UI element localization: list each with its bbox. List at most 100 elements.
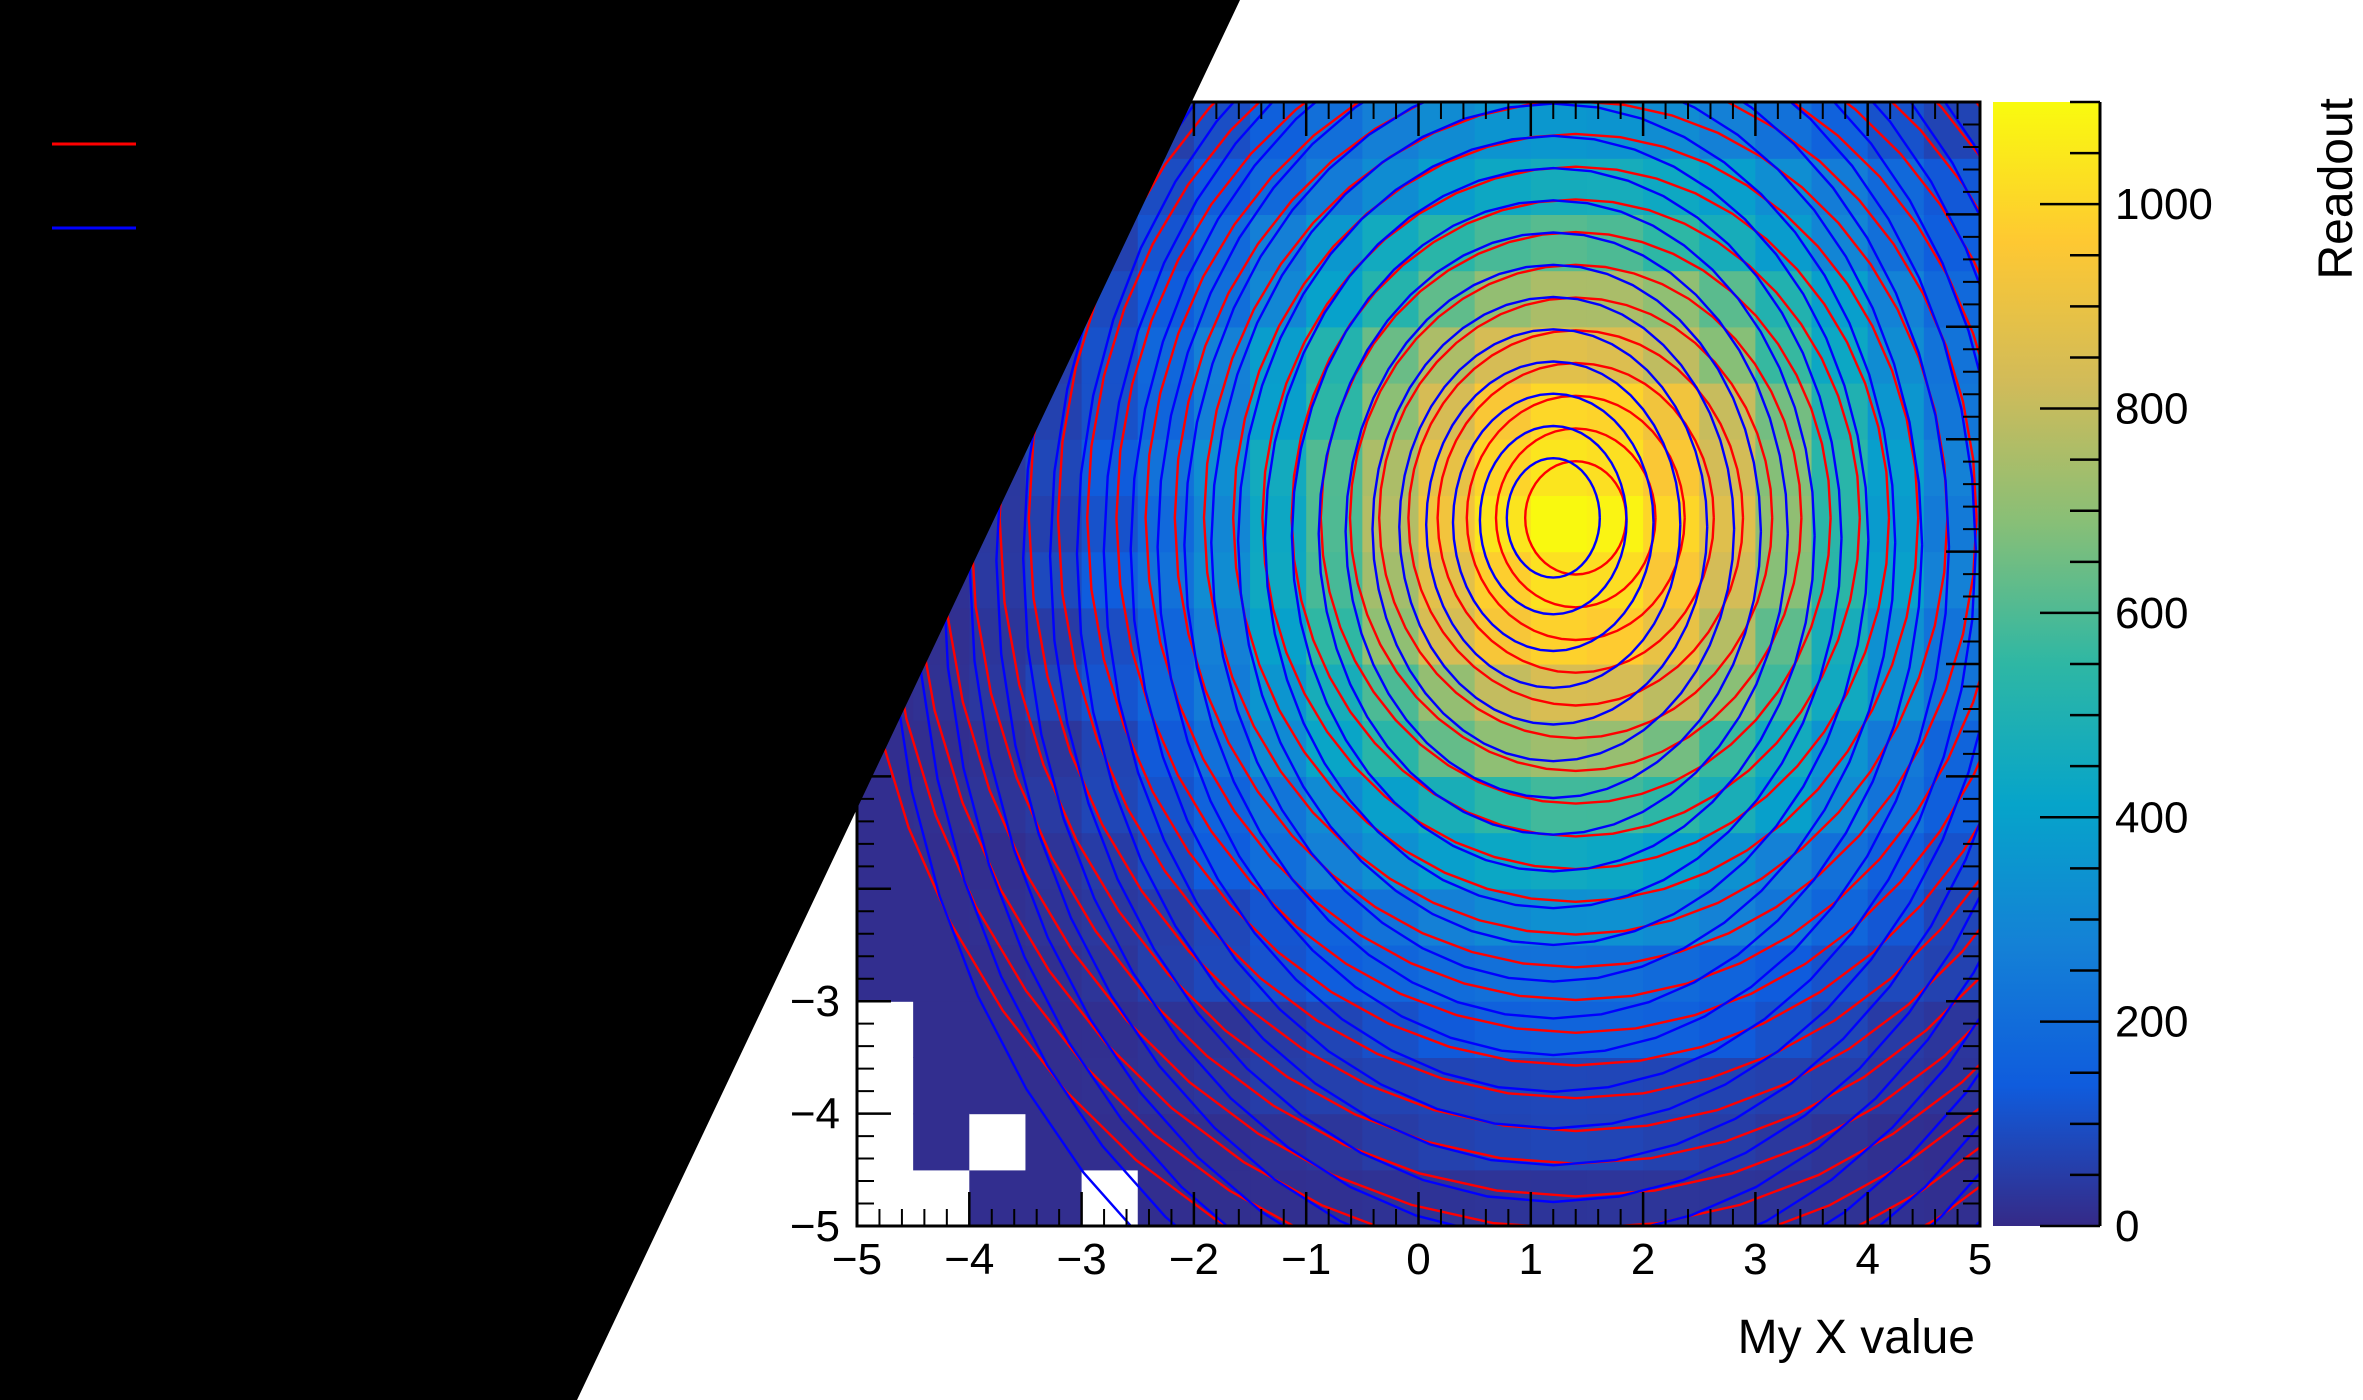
heatmap-cell — [857, 945, 914, 1002]
heatmap-cell — [1418, 720, 1476, 777]
contour-line — [1505, 456, 1601, 579]
heatmap-cell — [1867, 158, 1925, 215]
z-tick-label: 800 — [2115, 385, 2188, 434]
heatmap-cell — [1530, 102, 1588, 159]
heatmap-cell — [1025, 551, 1083, 609]
heatmap-cell — [969, 1057, 1027, 1115]
heatmap-cell — [1923, 102, 1981, 159]
x-tick-label: 2 — [1631, 1235, 1655, 1284]
heatmap-cell — [1193, 102, 1251, 159]
heatmap-cell — [1362, 214, 1420, 272]
contour-line — [1290, 198, 1861, 838]
heatmap-cell — [1306, 495, 1363, 553]
contour-line — [1263, 166, 1843, 910]
heatmap-cell — [1755, 158, 1813, 215]
heatmap-cell — [1755, 383, 1813, 440]
heatmap-cell — [1643, 832, 1700, 890]
y-tick-label: −4 — [790, 1090, 840, 1139]
heatmap-cell — [1530, 1057, 1588, 1115]
contour-line — [1494, 427, 1657, 609]
heatmap-cell — [1923, 832, 1981, 890]
contour-line — [1407, 329, 1745, 707]
x-tick-label: 1 — [1519, 1235, 1543, 1284]
heatmap-cell — [1530, 495, 1588, 553]
heatmap-cell — [1530, 551, 1588, 609]
heatmap-cell — [1643, 1113, 1700, 1171]
heatmap-cell — [1474, 439, 1532, 496]
black-occluding-overlay — [0, 0, 1240, 1400]
contour-line — [1236, 134, 1870, 947]
contour-line — [1523, 459, 1628, 576]
contour-line — [1231, 132, 1920, 904]
heatmap-cell — [1418, 664, 1476, 721]
heatmap-cell — [913, 1001, 970, 1058]
heatmap-cell — [1081, 1169, 1139, 1227]
heatmap-cell — [1025, 1169, 1083, 1227]
heatmap-cell — [913, 945, 970, 1002]
contour-line — [1436, 361, 1715, 674]
heatmap-cell — [1418, 439, 1476, 496]
contour-line — [1027, 102, 1980, 1133]
heatmap-cell — [1643, 888, 1700, 946]
heatmap-cell — [1025, 1113, 1083, 1171]
heatmap-cell — [1811, 664, 1869, 721]
x-tick-label: 3 — [1743, 1235, 1767, 1284]
heatmap-cell — [1923, 383, 1981, 440]
contour-line — [1371, 295, 1736, 763]
contour-line — [1398, 328, 1709, 726]
heatmap-cell — [1530, 720, 1588, 777]
z-tick-label: 400 — [2115, 793, 2188, 842]
heatmap-cell — [1193, 270, 1251, 328]
heatmap-cell — [1530, 326, 1588, 384]
x-tick-label: −3 — [1057, 1235, 1107, 1284]
heatmap-cell — [1530, 888, 1588, 946]
heatmap-cell — [913, 1169, 970, 1227]
heatmap-cell — [1137, 1057, 1195, 1115]
heatmap-cell — [913, 776, 970, 834]
heatmap-cell — [969, 1113, 1027, 1171]
heatmap-cell — [1474, 832, 1532, 890]
heatmap-cell — [1699, 1057, 1756, 1115]
heatmap-cell — [1474, 214, 1532, 272]
heatmap-cell — [1081, 1113, 1139, 1171]
heatmap-cell — [1025, 945, 1083, 1002]
heatmap-cell — [1811, 214, 1869, 272]
x-tick-label: −1 — [1281, 1235, 1331, 1284]
heatmap-cell — [1474, 607, 1532, 665]
heatmap-cell — [913, 832, 970, 890]
heatmap-cell — [1867, 383, 1925, 440]
x-tick-label: 5 — [1968, 1235, 1992, 1284]
heatmap-cell — [913, 888, 970, 946]
x-tick-label: −5 — [832, 1235, 882, 1284]
heatmap-cell — [1811, 720, 1869, 777]
heatmap-cell — [1418, 102, 1476, 159]
heatmap-cell — [857, 1113, 914, 1171]
heatmap-cell — [1923, 495, 1981, 553]
heatmap-cell — [1474, 495, 1532, 553]
x-axis: −5 −4 −3 −2 −1 0 1 2 3 4 5 — [832, 102, 1992, 1284]
z-tick-label: 0 — [2115, 1202, 2139, 1251]
heatmap-cell — [969, 1169, 1027, 1227]
heatmap-cell — [1193, 495, 1251, 553]
heatmap-cell — [1755, 720, 1813, 777]
heatmap-cell — [1025, 888, 1083, 946]
contour-line — [1183, 102, 1924, 1020]
contour-line — [1156, 102, 1951, 1057]
heatmap-cell — [1530, 1169, 1588, 1227]
heatmap-cell — [1193, 1001, 1251, 1058]
heatmap-cell — [1699, 270, 1756, 328]
heatmap-cell — [1250, 664, 1307, 721]
contour-line — [1075, 102, 1980, 1167]
heatmap-cell — [1081, 495, 1139, 553]
contour-line — [1478, 424, 1628, 616]
x-tick-label: −4 — [944, 1235, 994, 1284]
heatmap-cell — [1362, 888, 1420, 946]
heatmap-cell — [1811, 1001, 1869, 1058]
heatmap-cell — [1362, 158, 1420, 215]
heatmap-cell — [1530, 832, 1588, 890]
heatmap-cell — [1137, 383, 1195, 440]
heatmap-cell — [1530, 214, 1588, 272]
z-tick-label: 1000 — [2115, 180, 2213, 229]
contour-line — [1377, 296, 1774, 740]
heatmap-cell — [1923, 1113, 1981, 1171]
